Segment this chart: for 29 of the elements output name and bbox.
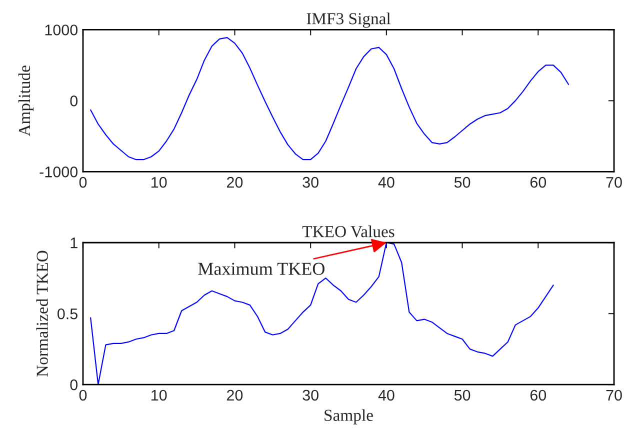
x-tick-label: 20 [226,390,243,401]
y-tick-label: 0.5 [57,308,78,320]
x-tick-label: 70 [606,390,622,401]
x-tick-label: 70 [606,176,622,188]
annotation: Maximum TKEO [198,262,324,275]
chart-title: IMF3 Signal [306,12,391,28]
y-tick-label: 1000 [45,24,78,36]
x-axis-title: Sample [324,409,373,424]
x-tick-label: 40 [378,390,394,401]
x-tick-label: 10 [152,176,167,188]
line-series [90,36,570,160]
x-tick-label: 10 [152,390,167,401]
y-axis-title: Amplitude [18,66,34,136]
x-tick-label: 20 [226,176,243,188]
y-tick-label: 0 [70,379,78,390]
x-tick-label: 60 [530,176,546,188]
x-tick-label: 30 [302,176,318,188]
x-tick-label: 0 [79,390,87,401]
x-tick-label: 0 [79,176,87,188]
y-tick-label: 0 [70,96,78,106]
x-tick-label: 50 [454,176,470,188]
x-tick-label: 40 [378,176,394,188]
y-tick-label: 1 [70,238,78,248]
x-tick-label: 30 [302,390,318,401]
x-tick-label: 60 [530,390,546,401]
y-tick-label: -1000 [40,166,78,178]
chart-title: TKEO Values [302,226,394,238]
y-axis-title: Normalized TKEO [36,250,48,377]
x-tick-label: 50 [454,390,470,401]
